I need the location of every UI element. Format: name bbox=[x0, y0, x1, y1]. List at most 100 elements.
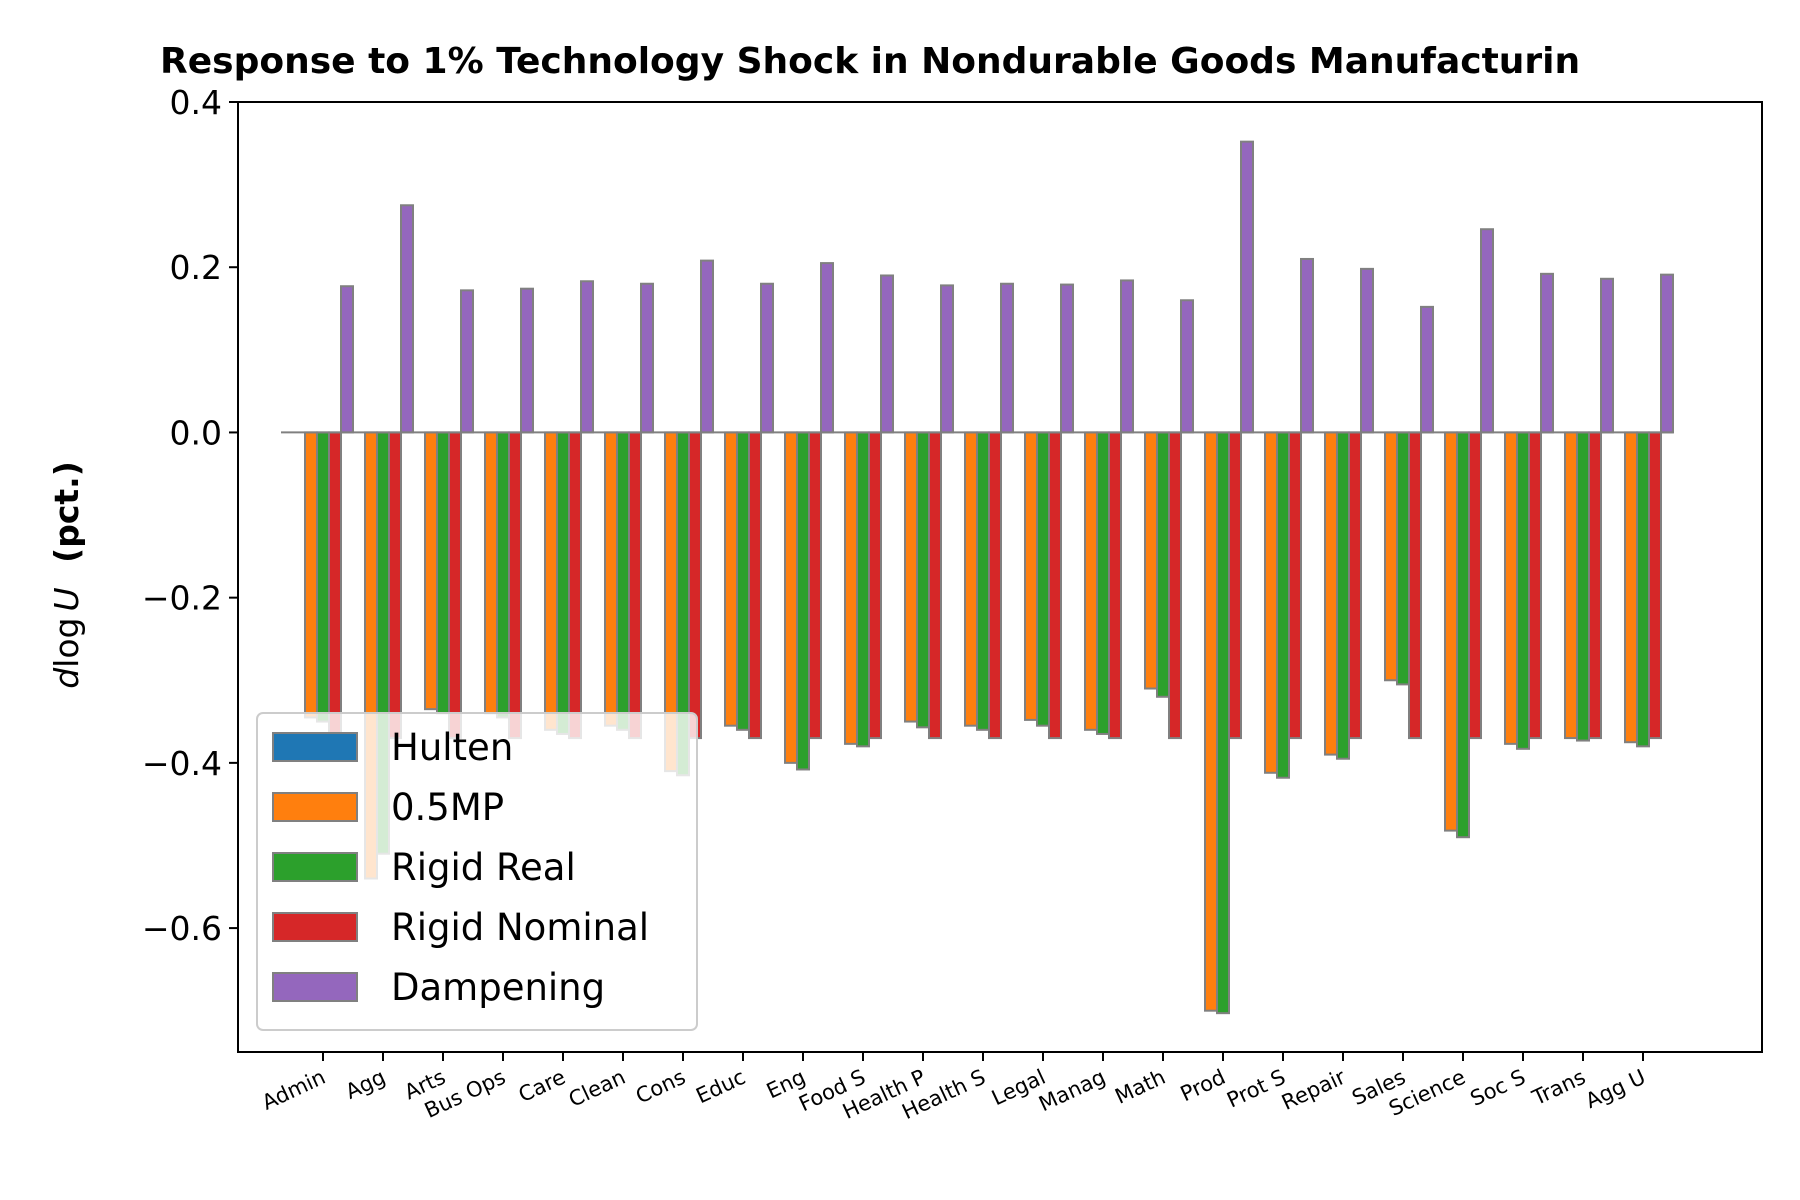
bar-rigid-nominal-repair bbox=[1348, 431, 1362, 740]
bar-rigid-nominal-care bbox=[568, 431, 582, 740]
bar-dampening-sales bbox=[1420, 305, 1434, 434]
bar-rigid-real-agg-u bbox=[1636, 431, 1650, 748]
bar-rigid-real-care bbox=[556, 431, 570, 735]
bar-0-5mp-soc-s bbox=[1504, 431, 1518, 745]
y-tick-label: −0.2 bbox=[142, 579, 222, 618]
legend-swatch-rigid-real bbox=[272, 852, 358, 882]
bar-dampening-prod bbox=[1240, 140, 1254, 434]
bar-dampening-cons bbox=[700, 259, 714, 434]
bar-dampening-health-s bbox=[1000, 282, 1014, 434]
y-axis-label-math: dlogU bbox=[47, 587, 86, 688]
y-tick-label: −0.4 bbox=[142, 744, 222, 783]
bar-dampening-agg-u bbox=[1660, 273, 1674, 434]
bar-dampening-health-p bbox=[940, 284, 954, 434]
bar-rigid-nominal-health-s bbox=[988, 431, 1002, 740]
legend-swatch-rigid-nominal bbox=[272, 912, 358, 942]
bar-dampening-bus-ops bbox=[520, 287, 534, 434]
legend-swatch-0-5mp bbox=[272, 792, 358, 822]
bar-dampening-educ bbox=[760, 282, 774, 434]
bar-rigid-real-prod bbox=[1216, 431, 1230, 1015]
legend-label-hulten: Hulten bbox=[391, 726, 513, 769]
bar-0-5mp-agg-u bbox=[1624, 431, 1638, 744]
bar-dampening-prot-s bbox=[1300, 257, 1314, 434]
y-axis-label: dlogU (pct.) bbox=[47, 461, 86, 689]
bar-rigid-nominal-agg bbox=[388, 431, 402, 740]
bar-rigid-nominal-arts bbox=[448, 431, 462, 740]
bar-rigid-real-legal bbox=[1036, 431, 1050, 727]
bar-rigid-real-manag bbox=[1096, 431, 1110, 735]
bar-0-5mp-clean bbox=[604, 431, 618, 727]
bar-0-5mp-science bbox=[1444, 431, 1458, 832]
bar-0-5mp-prod bbox=[1204, 431, 1218, 1012]
bar-rigid-nominal-legal bbox=[1048, 431, 1062, 740]
legend: Hulten 0.5MP Rigid Real Rigid Nominal Dampen… bbox=[256, 712, 698, 1031]
bar-dampening-clean bbox=[640, 282, 654, 434]
bar-rigid-nominal-health-p bbox=[928, 431, 942, 740]
bar-0-5mp-food-s bbox=[844, 431, 858, 745]
bar-rigid-nominal-manag bbox=[1108, 431, 1122, 740]
y-tick-label: −0.6 bbox=[142, 909, 222, 948]
bar-rigid-real-science bbox=[1456, 431, 1470, 839]
bars-group bbox=[304, 140, 1674, 1015]
bar-dampening-manag bbox=[1120, 279, 1134, 434]
bar-rigid-nominal-eng bbox=[808, 431, 822, 740]
bar-rigid-nominal-soc-s bbox=[1528, 431, 1542, 740]
bar-dampening-repair bbox=[1360, 267, 1374, 434]
bar-0-5mp-bus-ops bbox=[484, 431, 498, 715]
bar-dampening-science bbox=[1480, 228, 1494, 434]
legend-swatch-hulten bbox=[272, 732, 358, 762]
bar-rigid-nominal-bus-ops bbox=[508, 431, 522, 740]
bar-dampening-math bbox=[1180, 299, 1194, 434]
svg-text:dlogU (pct.): dlogU (pct.) bbox=[47, 461, 86, 689]
bar-rigid-nominal-cons bbox=[688, 431, 702, 740]
bar-rigid-real-educ bbox=[736, 431, 750, 731]
bar-0-5mp-repair bbox=[1324, 431, 1338, 756]
bar-dampening-legal bbox=[1060, 283, 1074, 434]
bar-0-5mp-educ bbox=[724, 431, 738, 727]
y-axis: 0.4 0.2 0.0 −0.2 −0.4 −0.6 bbox=[142, 83, 238, 948]
legend-label-rigid-nominal: Rigid Nominal bbox=[391, 906, 649, 949]
bar-rigid-nominal-sales bbox=[1408, 431, 1422, 740]
legend-box bbox=[256, 712, 698, 1031]
bar-rigid-real-arts bbox=[436, 431, 450, 715]
bar-rigid-real-math bbox=[1156, 431, 1170, 698]
bar-0-5mp-admin bbox=[304, 431, 318, 719]
bar-dampening-admin bbox=[340, 285, 354, 434]
bar-dampening-soc-s bbox=[1540, 272, 1554, 434]
chart-title: Response to 1% Technology Shock in Nondu… bbox=[160, 41, 1580, 82]
bar-0-5mp-sales bbox=[1384, 431, 1398, 682]
bar-rigid-real-eng bbox=[796, 431, 810, 771]
bar-dampening-food-s bbox=[880, 274, 894, 434]
y-tick-label: 0.0 bbox=[170, 413, 222, 452]
bar-rigid-real-health-p bbox=[916, 431, 930, 729]
plot-area bbox=[281, 140, 1674, 1015]
bar-rigid-real-repair bbox=[1336, 431, 1350, 760]
y-tick-label: 0.2 bbox=[170, 248, 222, 287]
bar-rigid-nominal-educ bbox=[748, 431, 762, 740]
bar-rigid-nominal-math bbox=[1168, 431, 1182, 740]
bar-dampening-eng bbox=[820, 262, 834, 434]
bar-0-5mp-manag bbox=[1084, 431, 1098, 731]
legend-label-dampening: Dampening bbox=[391, 966, 605, 1009]
bar-0-5mp-health-p bbox=[904, 431, 918, 723]
bar-0-5mp-eng bbox=[784, 431, 798, 764]
bar-rigid-nominal-admin bbox=[328, 431, 342, 740]
bar-rigid-real-bus-ops bbox=[496, 431, 510, 719]
bar-dampening-care bbox=[580, 280, 594, 434]
bar-rigid-nominal-food-s bbox=[868, 431, 882, 740]
legend-swatch-dampening bbox=[272, 972, 358, 1002]
plot-frame bbox=[237, 101, 1763, 1053]
bar-rigid-nominal-prod bbox=[1228, 431, 1242, 740]
legend-label-0-5mp: 0.5MP bbox=[391, 786, 504, 829]
bar-rigid-nominal-science bbox=[1468, 431, 1482, 740]
bar-0-5mp-prot-s bbox=[1264, 431, 1278, 774]
bar-rigid-real-soc-s bbox=[1516, 431, 1530, 750]
bar-rigid-nominal-agg-u bbox=[1648, 431, 1662, 740]
bar-rigid-real-trans bbox=[1576, 431, 1590, 742]
bar-rigid-nominal-prot-s bbox=[1288, 431, 1302, 740]
y-axis-label-text: (pct.) bbox=[47, 461, 86, 563]
bar-0-5mp-math bbox=[1144, 431, 1158, 690]
legend-label-rigid-real: Rigid Real bbox=[391, 846, 576, 889]
bar-rigid-real-clean bbox=[616, 431, 630, 731]
